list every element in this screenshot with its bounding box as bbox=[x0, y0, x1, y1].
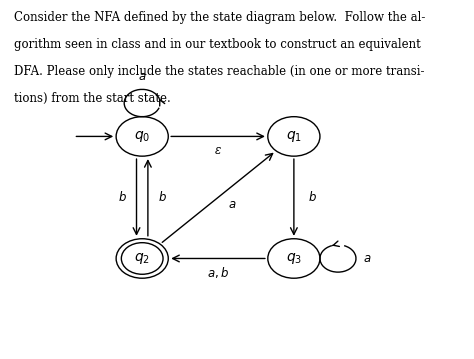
Text: $b$: $b$ bbox=[309, 191, 317, 204]
Text: $q_2$: $q_2$ bbox=[134, 251, 150, 266]
Text: $q_3$: $q_3$ bbox=[286, 251, 302, 266]
Text: $q_0$: $q_0$ bbox=[134, 129, 150, 144]
Text: Consider the NFA defined by the state diagram below.  Follow the al-: Consider the NFA defined by the state di… bbox=[14, 11, 426, 24]
Text: tions) from the start state.: tions) from the start state. bbox=[14, 92, 171, 104]
Text: $a$: $a$ bbox=[138, 70, 146, 83]
Text: $q_1$: $q_1$ bbox=[286, 129, 302, 144]
Text: $a$: $a$ bbox=[363, 252, 372, 265]
Text: $b$: $b$ bbox=[118, 191, 127, 204]
Text: ε: ε bbox=[215, 144, 221, 157]
Text: DFA. Please only include the states reachable (in one or more transi-: DFA. Please only include the states reac… bbox=[14, 65, 425, 78]
Text: $b$: $b$ bbox=[158, 191, 166, 204]
Text: $a$: $a$ bbox=[228, 198, 237, 211]
Text: gorithm seen in class and in our textbook to construct an equivalent: gorithm seen in class and in our textboo… bbox=[14, 38, 421, 51]
Text: $a, b$: $a, b$ bbox=[207, 265, 229, 280]
